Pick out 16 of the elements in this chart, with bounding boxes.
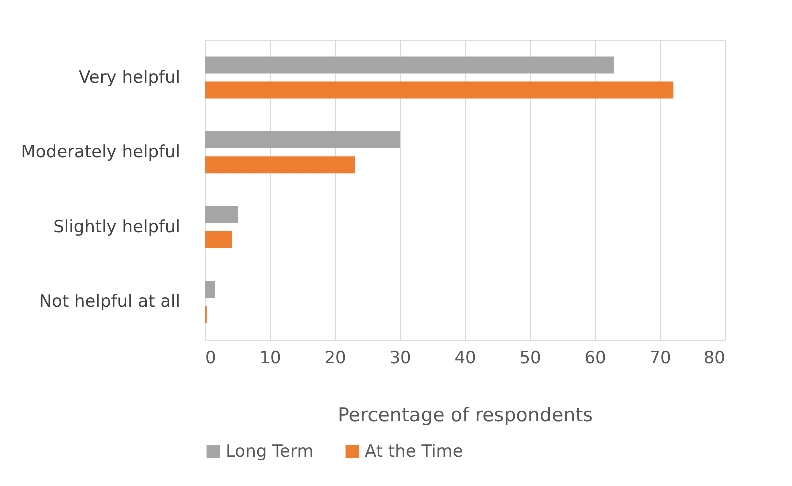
x-tick-label: 80 [704,348,726,368]
legend-label: Long Term [226,442,314,462]
legend-label: At the Time [365,442,464,462]
x-tick-label: 60 [584,348,606,368]
x-tick-label: 10 [260,348,282,368]
y-tick-label: Not helpful at all [39,292,180,312]
y-tick-label: Moderately helpful [21,142,180,163]
y-tick-label: Very helpful [79,68,180,88]
x-axis-title: Percentage of respondents [338,404,594,426]
x-tick-label: 20 [324,348,346,368]
x-tick-label: 40 [454,348,476,368]
x-tick-label: 50 [520,348,542,368]
x-tick-label: 30 [390,348,412,368]
x-tick-label: 0 [206,348,216,368]
x-tick-label: 70 [650,348,672,368]
y-tick-label: Slightly helpful [54,217,180,238]
